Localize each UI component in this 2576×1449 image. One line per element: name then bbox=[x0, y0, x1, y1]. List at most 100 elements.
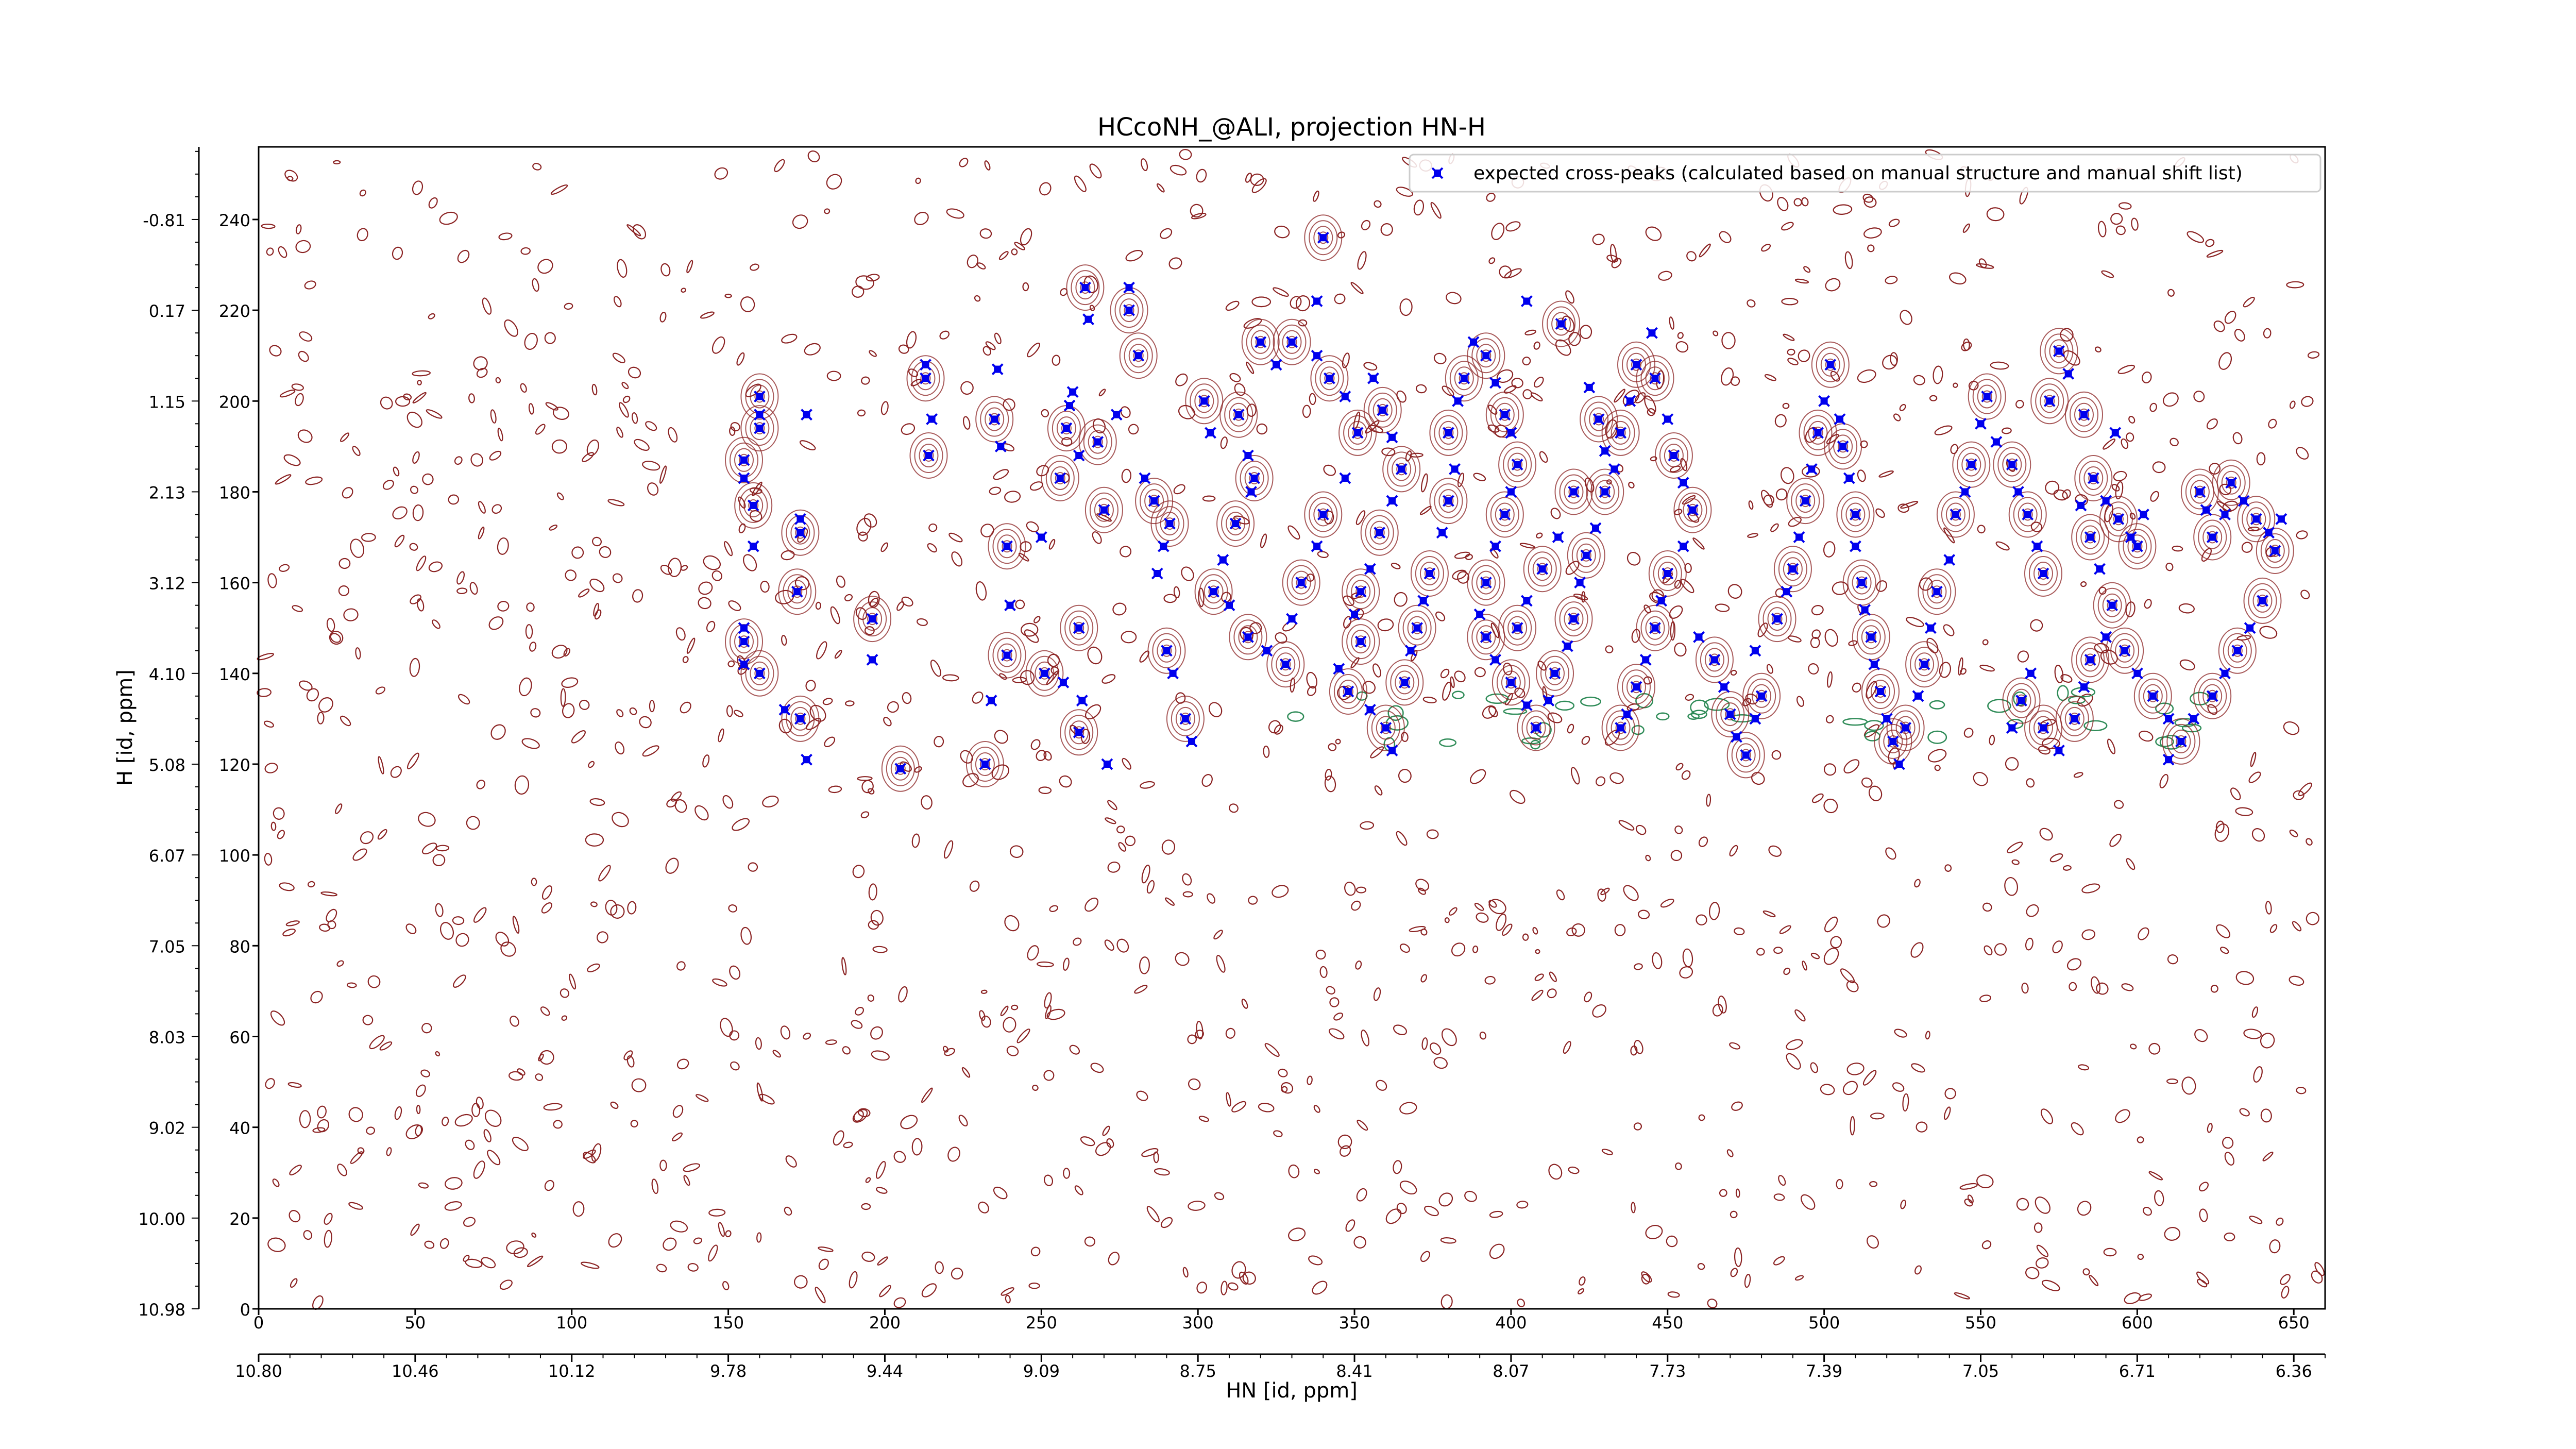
noise-contour bbox=[663, 1237, 677, 1251]
expected-peak-marker bbox=[1959, 486, 1971, 498]
peak-contour bbox=[1910, 647, 1939, 682]
noise-contour bbox=[778, 718, 792, 734]
noise-contour bbox=[1929, 395, 1938, 401]
noise-contour bbox=[1556, 889, 1565, 901]
noise-contour bbox=[659, 465, 667, 484]
expected-peak-marker bbox=[1198, 395, 1210, 407]
noise-contour bbox=[1004, 491, 1021, 503]
peak-contour bbox=[1419, 562, 1439, 585]
noise-contour bbox=[676, 961, 686, 971]
peak-contour bbox=[1664, 444, 1684, 467]
noise-contour bbox=[2199, 1208, 2208, 1222]
noise-contour bbox=[979, 228, 992, 239]
noise-contour bbox=[1104, 939, 1114, 951]
noise-contour bbox=[409, 658, 420, 677]
noise-contour bbox=[901, 596, 913, 607]
noise-contour bbox=[1343, 595, 1354, 606]
noise-contour bbox=[2289, 829, 2298, 837]
peak-contour bbox=[1066, 264, 1105, 311]
peak-contour bbox=[2074, 455, 2113, 501]
noise-contour bbox=[500, 941, 516, 957]
peak-contour bbox=[1811, 341, 1850, 388]
peak-contour bbox=[1490, 397, 1519, 432]
noise-contour bbox=[729, 426, 736, 436]
peak-contour bbox=[1590, 474, 1620, 510]
peak-contour bbox=[2226, 476, 2236, 489]
noise-contour bbox=[1107, 800, 1117, 811]
noise-contour bbox=[1396, 831, 1408, 846]
expected-peak-marker bbox=[1377, 404, 1389, 416]
noise-contour bbox=[1862, 1070, 1877, 1086]
peak-contour bbox=[2064, 706, 2084, 731]
noise-contour bbox=[645, 421, 657, 431]
y-ppm-tick-label: 8.03 bbox=[149, 1027, 185, 1047]
noise-contour bbox=[1188, 1201, 1206, 1211]
noise-contour bbox=[1325, 768, 1332, 781]
noise-contour bbox=[1933, 365, 1943, 384]
expected-peak-marker bbox=[1812, 427, 1824, 439]
noise-contour bbox=[2080, 581, 2087, 587]
noise-contour bbox=[1824, 629, 1838, 647]
noise-contour bbox=[270, 1010, 285, 1026]
noise-contour bbox=[282, 929, 296, 937]
peak-contour bbox=[1507, 616, 1528, 640]
noise-contour bbox=[720, 1018, 733, 1037]
noise-contour bbox=[1323, 464, 1336, 476]
peak-contour bbox=[1716, 697, 1745, 732]
noise-contour bbox=[379, 1041, 393, 1051]
noise-contour bbox=[1877, 914, 1890, 928]
noise-contour bbox=[1773, 1256, 1785, 1266]
noise-contour bbox=[703, 555, 721, 570]
noise-contour bbox=[2114, 800, 2124, 809]
noise-contour bbox=[432, 619, 440, 629]
noise-contour bbox=[1398, 769, 1412, 783]
noise-contour bbox=[1440, 668, 1450, 679]
peak-contour bbox=[2202, 684, 2223, 708]
noise-contour bbox=[1069, 1044, 1080, 1055]
noise-contour bbox=[1136, 1090, 1148, 1101]
noise-contour bbox=[1994, 943, 2007, 956]
noise-contour bbox=[1846, 980, 1859, 992]
peak-contour bbox=[1402, 610, 1432, 646]
noise-contour bbox=[1248, 896, 1258, 905]
peak-contour bbox=[2223, 633, 2252, 668]
noise-contour bbox=[1960, 668, 1967, 675]
peak-contour bbox=[1084, 486, 1123, 533]
peak-contour bbox=[1273, 318, 1311, 365]
expected-peak-marker bbox=[2244, 622, 2256, 634]
peak-contour bbox=[1852, 570, 1872, 595]
noise-contour bbox=[324, 1229, 332, 1248]
noise-contour bbox=[1454, 551, 1470, 559]
peak-contour bbox=[1333, 674, 1363, 709]
noise-contour bbox=[390, 766, 402, 778]
noise-contour bbox=[2150, 491, 2159, 502]
noise-contour bbox=[1092, 531, 1102, 544]
peak-contour bbox=[1787, 563, 1798, 576]
peak-contour bbox=[2013, 497, 2042, 532]
peak-contour bbox=[1528, 551, 1557, 587]
noise-contour bbox=[1650, 456, 1657, 462]
noise-contour bbox=[361, 533, 376, 542]
peak-contour bbox=[1966, 458, 1977, 471]
peak-contour bbox=[1346, 624, 1376, 660]
peak-contour bbox=[1547, 306, 1576, 342]
noise-contour bbox=[295, 393, 304, 407]
noise-contour bbox=[1060, 288, 1068, 296]
noise-contour bbox=[2033, 1222, 2043, 1233]
noise-contour bbox=[2144, 599, 2152, 609]
noise-contour bbox=[870, 909, 884, 926]
noise-contour bbox=[1422, 696, 1437, 703]
noise-contour bbox=[585, 833, 604, 847]
noise-contour bbox=[415, 1084, 426, 1097]
x-tick-label: 500 bbox=[1808, 1313, 1840, 1333]
expected-peak-marker bbox=[1380, 722, 1392, 734]
noise-contour bbox=[1372, 663, 1381, 678]
expected-peak-marker bbox=[1261, 645, 1273, 657]
noise-contour bbox=[541, 902, 553, 914]
expected-peak-marker bbox=[794, 527, 806, 539]
peak-contour bbox=[1537, 563, 1548, 576]
noise-contour bbox=[380, 396, 393, 410]
expected-peak-marker bbox=[2022, 509, 2034, 520]
noise-contour bbox=[852, 285, 865, 298]
noise-contour bbox=[317, 1119, 329, 1133]
